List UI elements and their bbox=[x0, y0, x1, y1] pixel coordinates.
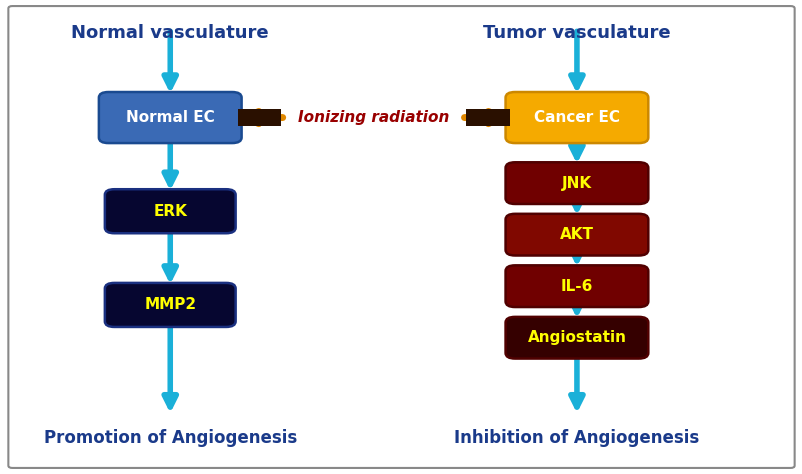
Text: AKT: AKT bbox=[559, 227, 593, 242]
Text: Normal vasculature: Normal vasculature bbox=[71, 24, 269, 42]
Text: Angiostatin: Angiostatin bbox=[527, 330, 626, 345]
FancyBboxPatch shape bbox=[465, 109, 509, 127]
FancyBboxPatch shape bbox=[105, 189, 235, 233]
FancyBboxPatch shape bbox=[505, 214, 647, 255]
Text: Inhibition of Angiogenesis: Inhibition of Angiogenesis bbox=[454, 429, 699, 447]
Text: Ionizing radiation: Ionizing radiation bbox=[298, 110, 448, 125]
FancyBboxPatch shape bbox=[505, 92, 647, 143]
Text: JNK: JNK bbox=[561, 176, 591, 191]
Text: MMP2: MMP2 bbox=[144, 297, 196, 312]
FancyBboxPatch shape bbox=[505, 162, 647, 204]
FancyBboxPatch shape bbox=[237, 109, 282, 127]
Text: Cancer EC: Cancer EC bbox=[533, 110, 619, 125]
Text: Normal EC: Normal EC bbox=[126, 110, 214, 125]
Text: Promotion of Angiogenesis: Promotion of Angiogenesis bbox=[43, 429, 297, 447]
FancyBboxPatch shape bbox=[505, 265, 647, 307]
Text: IL-6: IL-6 bbox=[560, 279, 593, 294]
Text: Tumor vasculature: Tumor vasculature bbox=[483, 24, 670, 42]
FancyBboxPatch shape bbox=[8, 6, 794, 468]
Text: ERK: ERK bbox=[153, 204, 187, 219]
FancyBboxPatch shape bbox=[505, 317, 647, 358]
FancyBboxPatch shape bbox=[99, 92, 241, 143]
FancyBboxPatch shape bbox=[105, 283, 235, 327]
